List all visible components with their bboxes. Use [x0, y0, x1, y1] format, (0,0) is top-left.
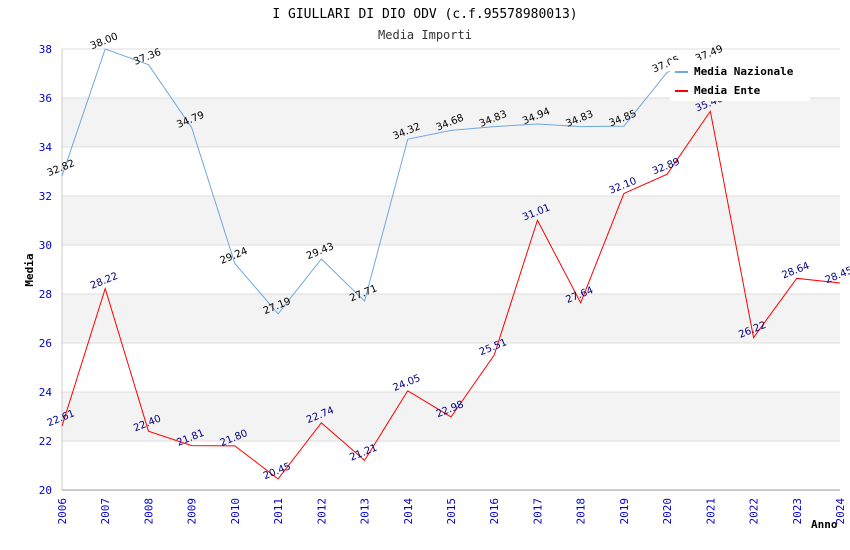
grid-band: [62, 294, 840, 343]
x-tick-label: 2021: [704, 498, 717, 525]
x-tick-label: 2011: [272, 498, 285, 525]
x-tick-label: 2019: [618, 498, 631, 525]
chart-title: I GIULLARI DI DIO ODV (c.f.95578980013): [272, 7, 577, 22]
x-tick-label: 2015: [445, 498, 458, 525]
y-tick-label: 30: [39, 239, 52, 252]
x-tick-label: 2024: [834, 498, 847, 525]
series-line-media-ente: [61, 109, 841, 480]
x-tick-label: 2016: [488, 498, 501, 525]
grid-band: [62, 196, 840, 245]
data-label: 28.64: [781, 261, 812, 282]
series-line-media-nazionale: [61, 48, 711, 315]
x-tick-label: 2008: [142, 498, 155, 525]
y-tick-label: 38: [39, 43, 52, 56]
x-tick-label: 2022: [748, 498, 761, 525]
data-label: 29.24: [219, 246, 250, 267]
x-tick-label: 2007: [99, 498, 112, 525]
data-label: 32.10: [608, 176, 639, 197]
series-lines: [61, 48, 841, 480]
legend: Media Nazionale Media Ente: [670, 60, 810, 101]
data-label: 20.45: [262, 461, 293, 482]
data-label: 24.05: [392, 373, 423, 394]
axes: [61, 49, 840, 491]
y-tick-label: 32: [39, 190, 52, 203]
x-tick-label: 2009: [186, 498, 199, 525]
y-tick-label: 20: [39, 484, 52, 497]
y-tick-label: 24: [39, 386, 53, 399]
x-tick-label: 2006: [56, 498, 69, 525]
y-axis-label: Media: [23, 253, 36, 286]
chart-subtitle: Media Importi: [378, 28, 472, 42]
x-tick-label: 2014: [402, 498, 415, 525]
y-tick-label: 28: [39, 288, 52, 301]
grid-bands: [62, 48, 840, 491]
legend-label-media-ente: Media Ente: [694, 84, 761, 97]
x-axis-label: Anno: [811, 518, 838, 531]
y-tick-label: 26: [39, 337, 52, 350]
y-tick-label: 36: [39, 92, 52, 105]
y-tick-label: 22: [39, 435, 52, 448]
x-tick-label: 2023: [791, 498, 804, 525]
y-tick-label: 34: [39, 141, 53, 154]
x-tick-label: 2012: [315, 498, 328, 525]
data-label: 32.82: [46, 158, 77, 179]
x-tick-label: 2018: [575, 498, 588, 525]
legend-label-media-nazionale: Media Nazionale: [694, 65, 794, 78]
data-label: 28.22: [89, 271, 120, 292]
grid-band: [62, 98, 840, 147]
x-tick-label: 2010: [229, 498, 242, 525]
legend-background: [670, 60, 810, 101]
x-tick-label: 2013: [359, 498, 372, 525]
x-tick-label: 2017: [531, 498, 544, 525]
data-label: 21.21: [348, 443, 379, 464]
x-tick-label: 2020: [661, 498, 674, 525]
